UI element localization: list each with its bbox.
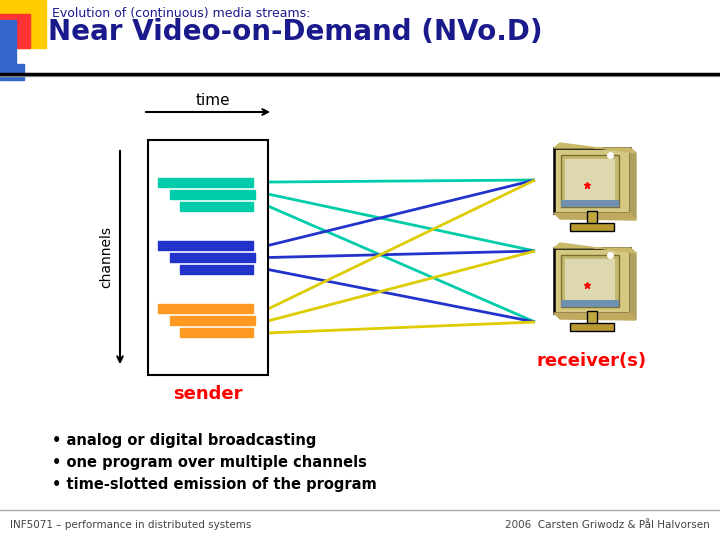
Text: 2006  Carsten Griwodz & Pål Halvorsen: 2006 Carsten Griwodz & Pål Halvorsen [505, 520, 710, 530]
Text: • analog or digital broadcasting: • analog or digital broadcasting [52, 433, 316, 448]
Bar [587, 311, 597, 325]
Bar [0, 0, 46, 48]
Bar [570, 223, 614, 231]
Polygon shape [630, 248, 636, 320]
Bar [148, 140, 268, 375]
Bar [565, 259, 615, 303]
Text: receiver(s): receiver(s) [537, 352, 647, 370]
Bar [180, 201, 253, 211]
Bar [180, 265, 253, 274]
Polygon shape [554, 213, 636, 220]
Bar [158, 178, 253, 186]
Text: sender: sender [174, 385, 243, 403]
Bar [565, 159, 615, 203]
Text: channels: channels [99, 226, 113, 288]
Bar [570, 323, 614, 331]
Bar [158, 305, 253, 313]
Polygon shape [554, 243, 636, 253]
Polygon shape [554, 313, 636, 320]
Bar [170, 316, 255, 326]
Bar [0, 14, 30, 48]
Bar [561, 155, 619, 207]
Bar [0, 64, 24, 80]
Bar [170, 190, 255, 199]
Bar [158, 241, 253, 250]
Bar [170, 253, 255, 262]
Polygon shape [630, 148, 636, 220]
Bar [587, 211, 597, 225]
Text: Near Video-on-Demand (NVo.D): Near Video-on-Demand (NVo.D) [48, 18, 543, 46]
Bar [561, 200, 619, 207]
Bar [561, 300, 619, 307]
Text: • one program over multiple channels: • one program over multiple channels [52, 455, 367, 469]
Polygon shape [554, 143, 636, 153]
Bar [561, 255, 619, 307]
Bar [554, 148, 630, 213]
Text: Evolution of (continuous) media streams:: Evolution of (continuous) media streams: [52, 7, 310, 20]
Bar [180, 328, 253, 338]
Text: INF5071 – performance in distributed systems: INF5071 – performance in distributed sys… [10, 520, 251, 530]
Text: • time-slotted emission of the program: • time-slotted emission of the program [52, 476, 377, 491]
Text: time: time [196, 93, 230, 108]
Bar [554, 248, 630, 313]
Bar [0, 20, 16, 72]
